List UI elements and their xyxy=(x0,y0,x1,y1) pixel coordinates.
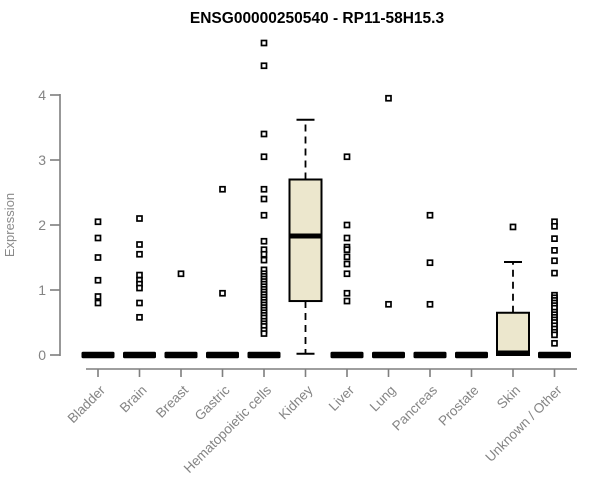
y-tick-label: 1 xyxy=(38,282,46,298)
box-kidney xyxy=(288,178,323,303)
outlier-point-hematopoietic-cells xyxy=(260,250,268,258)
outlier-point-lung xyxy=(385,94,392,102)
outlier-point-unknown-other xyxy=(551,235,558,242)
outlier-point-unknown-other xyxy=(551,247,558,254)
outlier-point-unknown-other xyxy=(551,339,558,347)
x-tick-label-unknown-other: Unknown / Other xyxy=(482,382,565,465)
outlier-point-liver xyxy=(343,270,351,278)
outlier-point-hematopoietic-cells xyxy=(260,39,268,47)
outlier-point-liver xyxy=(343,221,351,229)
zero-median-bar-bladder xyxy=(81,351,115,359)
chart-title: ENSG00000250540 - RP11-58H15.3 xyxy=(190,10,445,27)
outlier-point-bladder xyxy=(94,234,102,242)
y-tick-label: 0 xyxy=(38,347,46,363)
outlier-point-gastric xyxy=(219,289,226,297)
outlier-point-bladder xyxy=(94,293,102,300)
x-tick-label-prostate: Prostate xyxy=(435,383,481,429)
outlier-point-brain xyxy=(136,313,143,321)
outlier-point-hematopoietic-cells xyxy=(260,237,268,245)
outlier-point-liver xyxy=(343,253,351,261)
zero-median-bar-unknown-other xyxy=(538,351,571,359)
zero-median-bar-pancreas xyxy=(413,351,447,359)
outlier-point-liver xyxy=(343,297,351,305)
outlier-point-hematopoietic-cells xyxy=(260,185,268,193)
y-tick-label: 2 xyxy=(38,217,46,233)
outlier-point-unknown-other xyxy=(551,222,558,230)
outlier-point-bladder xyxy=(94,218,102,226)
outlier-point-brain xyxy=(136,299,143,307)
zero-median-bar-lung xyxy=(372,351,405,359)
outlier-point-pancreas xyxy=(426,300,434,308)
outlier-point-hematopoietic-cells xyxy=(260,62,268,70)
box-skin xyxy=(496,311,530,356)
outlier-point-hematopoietic-cells xyxy=(260,153,268,161)
outlier-point-pancreas xyxy=(426,259,434,267)
outlier-point-unknown-other xyxy=(551,331,558,339)
zero-median-bar-brain xyxy=(123,351,156,359)
outlier-point-hematopoietic-cells xyxy=(260,256,268,264)
x-tick-label-brain: Brain xyxy=(117,383,150,416)
x-tick-label-breast: Breast xyxy=(153,382,191,420)
y-axis-label: Expression xyxy=(2,193,17,257)
outlier-point-liver xyxy=(343,260,351,268)
x-tick-label-gastric: Gastric xyxy=(192,382,233,423)
x-tick-label-lung: Lung xyxy=(367,383,399,415)
x-tick-label-kidney: Kidney xyxy=(276,382,316,422)
outlier-point-skin xyxy=(509,223,517,231)
outlier-point-brain xyxy=(136,271,143,279)
outlier-point-liver xyxy=(343,153,351,161)
outlier-point-brain xyxy=(136,241,143,248)
outlier-point-bladder xyxy=(94,276,102,284)
outlier-point-unknown-other xyxy=(551,257,558,265)
outlier-point-bladder xyxy=(94,254,102,261)
x-tick-label-bladder: Bladder xyxy=(65,382,109,426)
zero-median-bar-breast xyxy=(164,351,198,359)
x-tick-label-skin: Skin xyxy=(494,383,523,412)
zero-median-bar-hematopoietic-cells xyxy=(247,351,281,359)
outlier-point-pancreas xyxy=(426,211,434,219)
outlier-point-brain xyxy=(136,284,143,292)
y-tick-label: 3 xyxy=(38,152,46,168)
outlier-point-hematopoietic-cells xyxy=(260,130,268,138)
outlier-point-brain xyxy=(136,250,143,258)
outlier-point-liver xyxy=(343,246,351,254)
outlier-point-hematopoietic-cells xyxy=(260,330,268,337)
zero-median-bar-prostate xyxy=(455,351,488,359)
outlier-point-liver xyxy=(343,234,351,242)
zero-median-bar-gastric xyxy=(206,351,239,359)
outlier-point-liver xyxy=(343,289,351,297)
outlier-point-bladder xyxy=(94,299,102,307)
outlier-point-gastric xyxy=(219,185,226,193)
outlier-point-lung xyxy=(385,300,392,308)
outlier-point-hematopoietic-cells xyxy=(260,195,268,203)
zero-median-bar-liver xyxy=(330,351,364,359)
x-tick-label-liver: Liver xyxy=(326,382,358,414)
outlier-point-brain xyxy=(136,215,143,222)
outlier-point-hematopoietic-cells xyxy=(260,211,268,219)
outlier-point-unknown-other xyxy=(551,269,558,277)
y-tick-label: 4 xyxy=(38,87,46,103)
outlier-point-breast xyxy=(177,270,185,278)
x-tick-label-pancreas: Pancreas xyxy=(389,382,440,433)
